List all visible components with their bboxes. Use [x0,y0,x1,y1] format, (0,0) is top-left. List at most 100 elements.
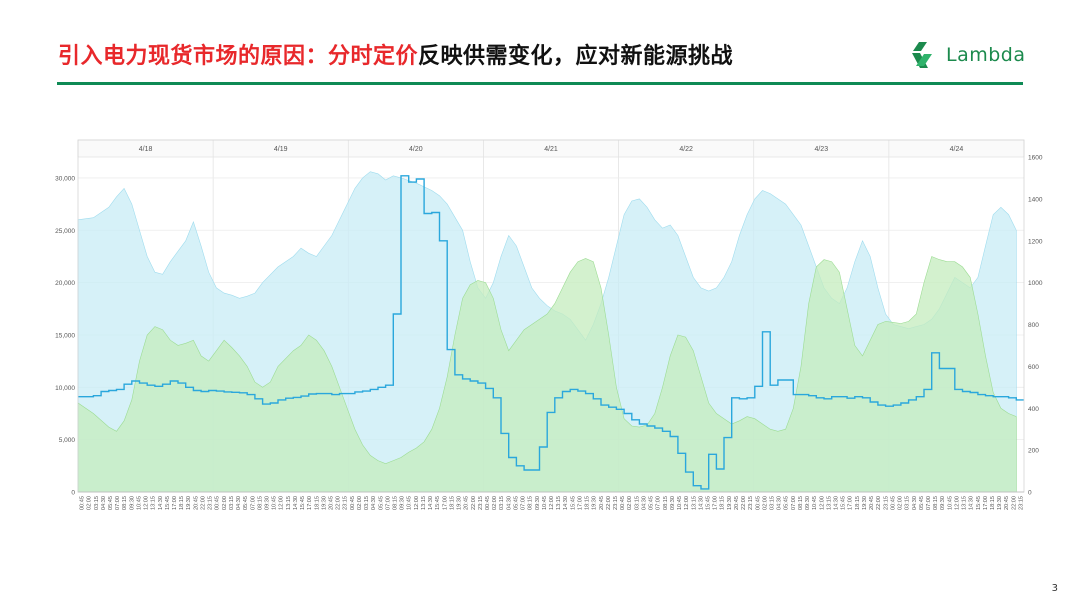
x-tick-label: 20:45 [599,496,605,510]
x-tick-label: 17:00 [848,496,854,510]
x-tick-label: 00:45 [755,496,761,510]
x-tick-label: 22:00 [606,496,612,510]
x-tick-label: 15:45 [841,496,847,510]
x-tick-label: 03:15 [770,496,776,510]
x-tick-label: 08:15 [663,496,669,510]
x-tick-label: 17:00 [442,496,448,510]
x-tick-label: 13:15 [286,496,292,510]
x-tick-label: 09:30 [805,496,811,510]
x-tick-label: 00:45 [890,496,896,510]
x-tick-label: 05:45 [108,496,114,510]
lambda-logo-icon [912,42,932,68]
day-label: 4/18 [139,146,153,153]
x-tick-label: 10:45 [407,496,413,510]
x-tick-label: 12:00 [549,496,555,510]
x-tick-label: 20:45 [869,496,875,510]
x-tick-label: 22:00 [336,496,342,510]
x-tick-label: 05:45 [784,496,790,510]
x-tick-label: 03:15 [229,496,235,510]
x-tick-label: 19:30 [862,496,868,510]
x-tick-label: 08:15 [393,496,399,510]
x-tick-label: 15:45 [300,496,306,510]
x-tick-label: 09:30 [670,496,676,510]
x-tick-label: 04:30 [642,496,648,510]
x-tick-label: 02:00 [762,496,768,510]
x-tick-label: 00:45 [620,496,626,510]
x-tick-label: 10:45 [812,496,818,510]
y-left-tick-label: 25,000 [55,228,75,235]
slide-title-highlight: 引入电力现货市场的原因：分时定价 [58,44,419,69]
x-tick-label: 13:15 [691,496,697,510]
x-tick-label: 13:15 [556,496,562,510]
x-tick-label: 18:15 [179,496,185,510]
x-tick-label: 04:30 [371,496,377,510]
x-tick-label: 15:45 [706,496,712,510]
x-tick-label: 23:15 [343,496,349,510]
day-label: 4/23 [814,146,828,153]
y-left-tick-label: 0 [71,490,75,497]
x-tick-label: 15:45 [570,496,576,510]
x-tick-label: 07:00 [385,496,391,510]
x-tick-label: 03:15 [364,496,370,510]
x-tick-label: 10:45 [947,496,953,510]
title-divider [57,82,1023,85]
line-layer [78,175,1024,490]
x-tick-label: 08:15 [122,496,128,510]
day-label: 4/21 [544,146,558,153]
day-label: 4/20 [409,146,423,153]
x-tick-label: 17:00 [172,496,178,510]
day-label: 4/19 [274,146,288,153]
x-tick-label: 15:45 [165,496,171,510]
x-tick-label: 14:30 [969,496,975,510]
x-tick-label: 00:45 [80,496,86,510]
x-tick-label: 10:45 [272,496,278,510]
x-tick-label: 20:45 [1004,496,1010,510]
x-tick-label: 23:15 [478,496,484,510]
page-number: 3 [1051,583,1058,594]
x-tick-label: 04:30 [506,496,512,510]
x-tick-label: 20:45 [464,496,470,510]
x-tick-label: 09:30 [400,496,406,510]
x-tick-label: 02:00 [222,496,228,510]
x-tick-label: 04:30 [777,496,783,510]
x-tick-label: 10:45 [137,496,143,510]
x-tick-label: 22:00 [876,496,882,510]
x-tick-label: 14:30 [428,496,434,510]
x-tick-label: 04:30 [236,496,242,510]
x-tick-label: 23:15 [883,496,889,510]
y-right-tick-label: 0 [1028,490,1032,497]
renewable-area [77,256,1017,493]
x-tick-label: 23:15 [613,496,619,510]
x-tick-label: 07:00 [115,496,121,510]
day-label: 4/24 [950,146,964,153]
y-left-tick-label: 20,000 [55,280,75,287]
y-right-tick-label: 800 [1028,322,1039,329]
slide-title-rest: 反映供需变化，应对新能源挑战 [418,44,734,69]
x-tick-label: 12:00 [819,496,825,510]
x-tick-label: 02:00 [898,496,904,510]
x-tick-label: 19:30 [592,496,598,510]
x-tick-label: 08:15 [798,496,804,510]
slide-title: 引入电力现货市场的原因：分时定价反映供需变化，应对新能源挑战 [58,38,733,70]
x-tick-label: 20:45 [734,496,740,510]
x-tick-label: 02:00 [87,496,93,510]
area-layer [77,171,1017,493]
y-right-tick-label: 1600 [1028,155,1043,162]
x-tick-label: 02:00 [492,496,498,510]
x-tick-label: 08:15 [257,496,263,510]
y-right-tick-label: 1400 [1028,196,1043,203]
x-tick-label: 20:45 [193,496,199,510]
x-tick-label: 19:30 [457,496,463,510]
x-tick-label: 13:15 [826,496,832,510]
x-tick-label: 04:30 [101,496,107,510]
x-tick-label: 05:45 [649,496,655,510]
x-tick-label: 17:00 [713,496,719,510]
y-right-tick-label: 1000 [1028,280,1043,287]
x-tick-label: 23:15 [748,496,754,510]
x-tick-label: 00:45 [485,496,491,510]
x-tick-label: 13:15 [421,496,427,510]
x-tick-label: 17:00 [307,496,313,510]
x-tick-label: 19:30 [321,496,327,510]
x-tick-label: 14:30 [834,496,840,510]
